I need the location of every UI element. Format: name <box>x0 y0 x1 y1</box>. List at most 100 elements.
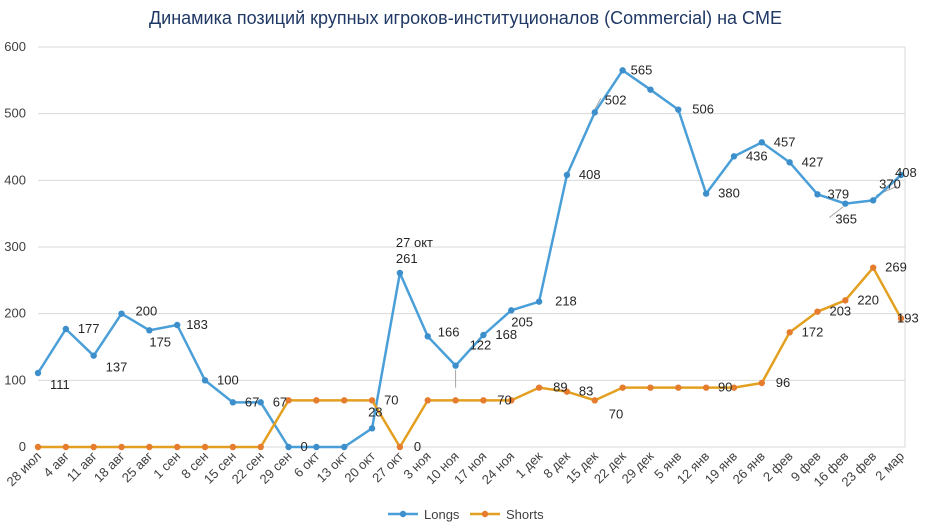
x-tick-label: 29 сен <box>256 449 294 487</box>
data-label-shorts: 172 <box>802 324 824 339</box>
data-point-longs <box>229 399 237 406</box>
data-point-shorts <box>480 397 487 404</box>
data-point-longs <box>563 171 571 179</box>
data-label-longs: 379 <box>827 186 849 201</box>
data-point-longs <box>368 425 376 432</box>
data-label-longs: 365 <box>835 212 857 227</box>
data-point-shorts <box>62 443 70 451</box>
data-point-longs <box>786 159 793 166</box>
data-label-longs: 565 <box>631 62 653 77</box>
data-label-longs: 0 <box>301 439 308 454</box>
data-label-longs: 218 <box>555 294 577 309</box>
data-point-shorts <box>201 443 209 451</box>
data-point-shorts <box>647 384 654 391</box>
x-tick-label: 28 июл <box>4 449 45 490</box>
data-point-shorts <box>341 397 348 404</box>
data-point-shorts <box>758 379 766 387</box>
y-tick-label: 0 <box>19 439 26 454</box>
data-point-longs <box>146 327 153 334</box>
data-point-longs <box>118 310 125 317</box>
x-tick-label: 25 авг <box>119 448 156 485</box>
data-label-longs: 175 <box>149 334 171 349</box>
data-label-longs: 166 <box>438 324 460 339</box>
label-leader-line <box>829 206 844 219</box>
legend-marker-shorts <box>481 510 489 518</box>
data-point-longs <box>257 399 264 406</box>
x-tick-label: 1 дек <box>512 448 545 481</box>
data-point-longs <box>508 307 515 314</box>
data-label-shorts: 0 <box>414 439 421 454</box>
data-point-shorts <box>814 308 821 315</box>
data-label-longs: 457 <box>774 134 796 149</box>
y-tick-label: 300 <box>4 239 26 254</box>
data-point-shorts <box>229 443 237 451</box>
data-point-shorts <box>897 315 905 322</box>
data-label-longs: 111 <box>50 377 70 392</box>
data-label-shorts: 83 <box>579 384 593 399</box>
data-point-shorts <box>452 397 459 404</box>
data-point-shorts <box>285 397 292 404</box>
data-label-shorts: 203 <box>829 304 851 319</box>
data-point-longs <box>90 352 97 359</box>
data-point-longs <box>62 325 70 333</box>
x-tick-label: 1 сен <box>150 449 183 482</box>
data-point-longs <box>675 106 682 113</box>
data-label-longs: 137 <box>106 360 128 375</box>
data-point-shorts <box>842 297 849 304</box>
data-label-shorts: 220 <box>857 292 879 307</box>
data-point-longs <box>201 377 209 384</box>
x-tick-label: 2 фев <box>760 448 796 484</box>
data-point-longs <box>173 321 181 329</box>
data-point-shorts <box>34 443 42 451</box>
x-tick-label: 26 янв <box>730 448 768 486</box>
x-tick-label: 27 окт <box>369 448 406 485</box>
data-label-longs: 67 <box>245 394 259 409</box>
y-tick-label: 200 <box>4 306 26 321</box>
data-point-longs <box>313 443 320 451</box>
data-label-longs: 67 <box>273 394 287 409</box>
data-point-longs <box>535 298 543 305</box>
data-point-longs <box>758 139 766 146</box>
data-point-longs <box>34 369 42 377</box>
series-line-longs <box>36 69 902 449</box>
x-tick-label: 20 окт <box>341 448 378 485</box>
data-point-longs <box>897 171 905 179</box>
data-point-longs <box>285 443 292 451</box>
data-point-shorts <box>535 384 543 391</box>
data-point-longs <box>591 109 598 116</box>
data-label-longs: 183 <box>186 317 208 332</box>
data-point-longs <box>424 333 431 340</box>
data-point-longs <box>814 191 821 198</box>
data-point-shorts <box>619 384 626 391</box>
data-point-longs <box>452 362 459 369</box>
data-label-longs: 436 <box>746 148 768 163</box>
x-tick-label: 18 авг <box>91 448 128 485</box>
data-point-shorts <box>368 397 376 404</box>
data-point-shorts <box>396 443 404 451</box>
data-point-shorts <box>869 264 877 271</box>
data-point-shorts <box>257 443 264 451</box>
data-point-shorts <box>118 443 125 451</box>
data-point-longs <box>480 331 487 339</box>
legend-label-shorts: Shorts <box>506 507 544 522</box>
data-label-longs: 261 <box>396 251 418 266</box>
data-point-shorts <box>173 443 181 451</box>
data-point-longs <box>619 67 626 74</box>
data-label-shorts: 70 <box>609 406 623 421</box>
data-label-longs: 122 <box>470 338 492 353</box>
data-label-longs: 408 <box>579 167 601 182</box>
data-label-longs: 100 <box>217 372 239 387</box>
legend-marker-longs <box>399 510 407 518</box>
data-label-longs: 427 <box>802 154 824 169</box>
data-point-longs <box>702 190 710 197</box>
data-label-shorts: 269 <box>885 260 907 275</box>
y-tick-label: 500 <box>4 106 26 121</box>
legend-label-longs: Longs <box>424 507 460 522</box>
data-label-longs: 168 <box>495 327 517 342</box>
data-label-longs: 370 <box>879 176 901 191</box>
data-point-shorts <box>591 397 598 404</box>
y-tick-label: 400 <box>4 172 26 187</box>
data-point-shorts <box>424 397 431 404</box>
data-point-shorts <box>146 443 153 451</box>
